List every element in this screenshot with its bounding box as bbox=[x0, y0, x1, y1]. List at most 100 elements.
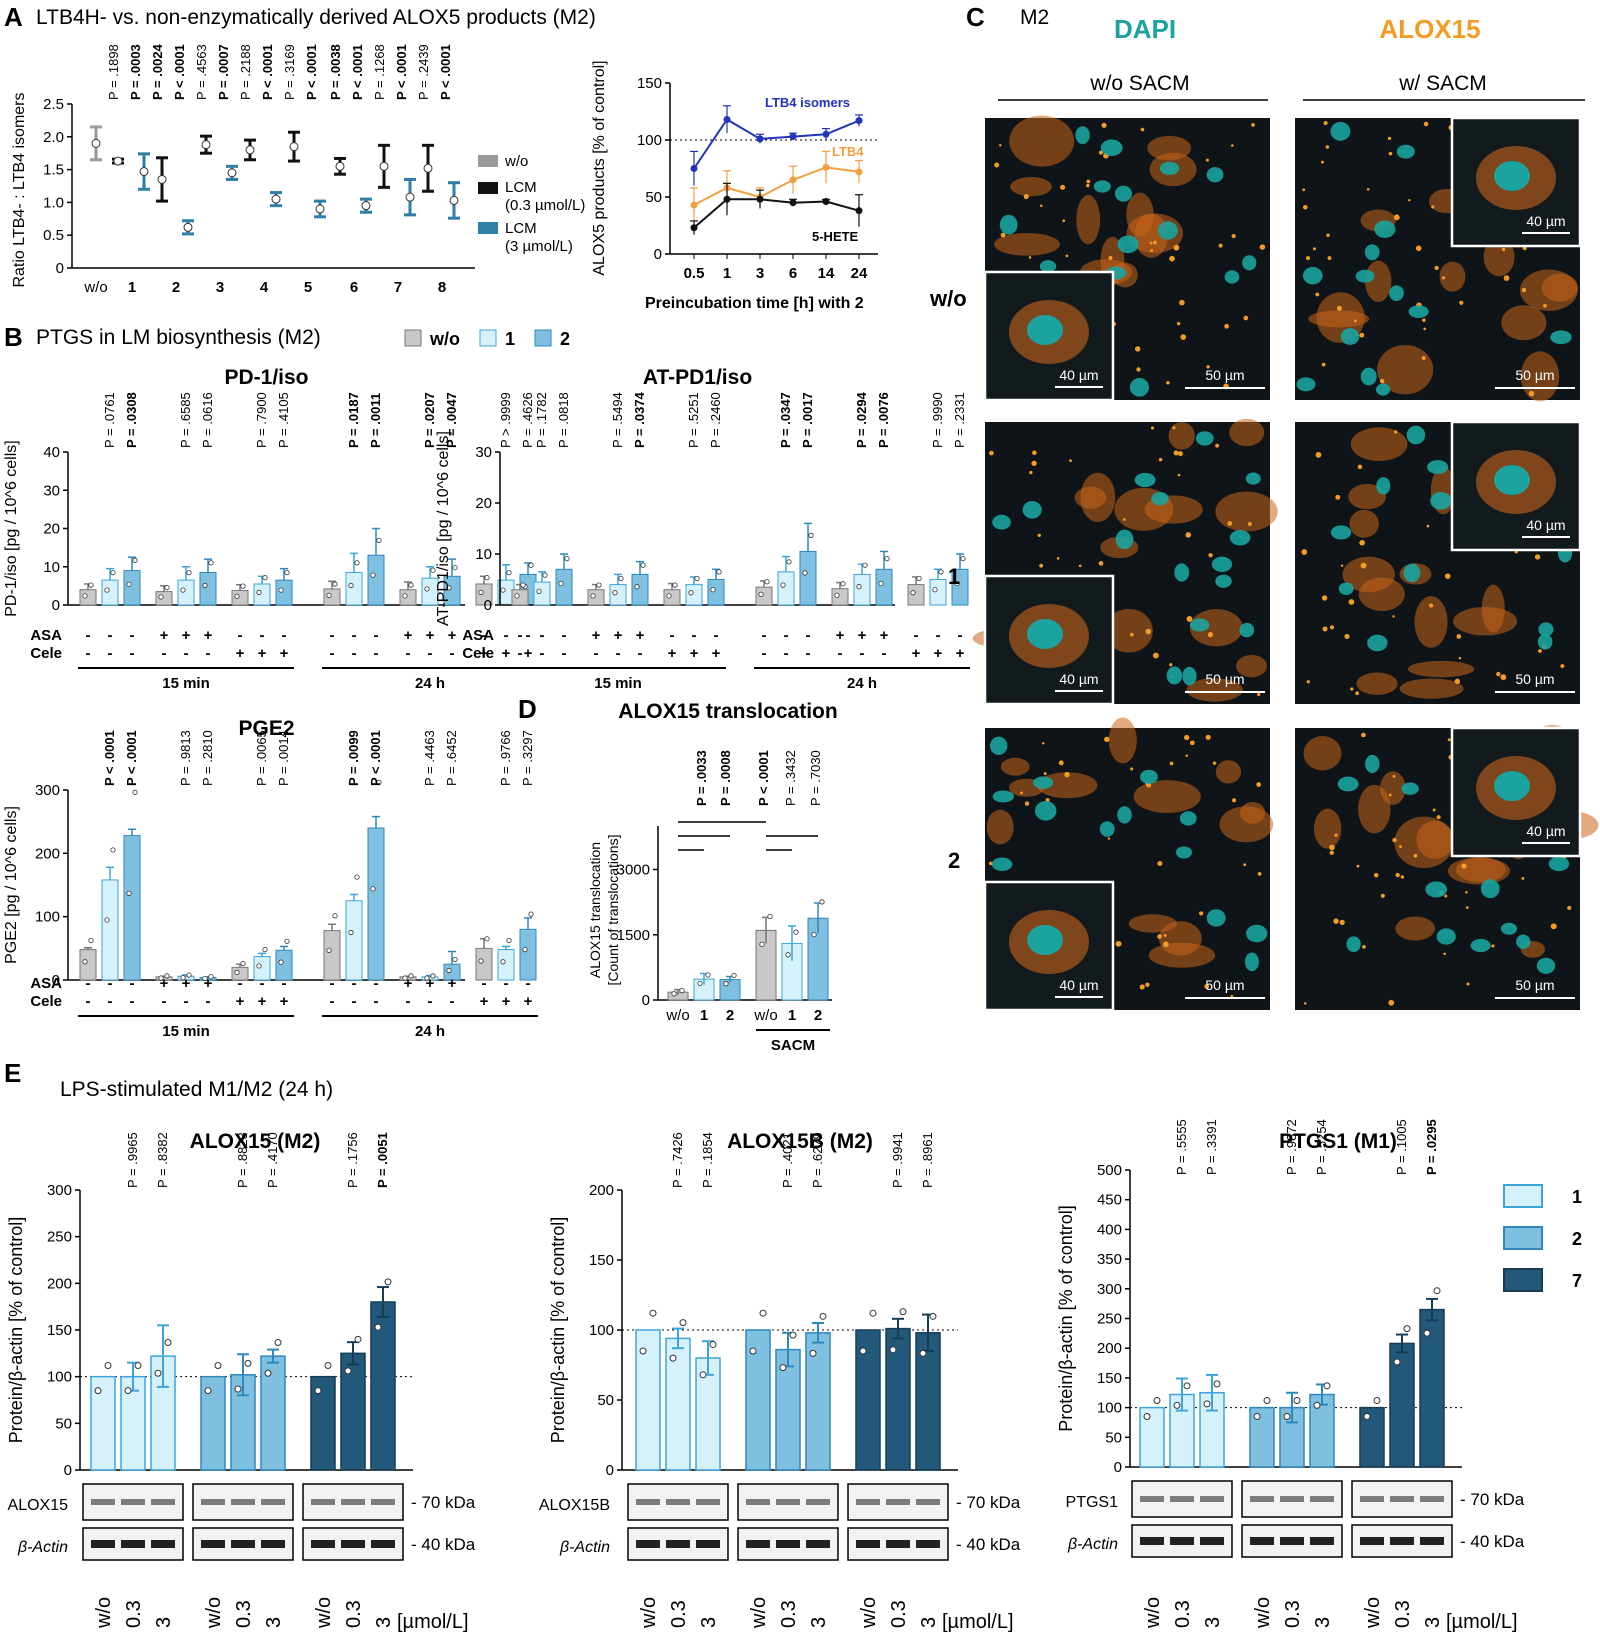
p-value: P = .0047 bbox=[444, 392, 459, 448]
bar bbox=[663, 589, 681, 606]
actin-band bbox=[1360, 1537, 1384, 1545]
dapi-nucleus bbox=[1436, 928, 1456, 945]
data-point bbox=[618, 575, 624, 582]
asa-sign: - bbox=[238, 627, 243, 644]
dapi-nucleus bbox=[1330, 121, 1351, 141]
alox15-granule bbox=[988, 861, 993, 866]
data-point bbox=[408, 582, 414, 588]
alox15-granule bbox=[1354, 319, 1357, 323]
alox15-granule bbox=[1145, 628, 1152, 635]
alox15-granule bbox=[1379, 378, 1385, 384]
dapi-nucleus bbox=[992, 790, 1014, 803]
dapi-nucleus bbox=[1129, 378, 1149, 397]
blot-band bbox=[341, 1499, 365, 1505]
data-point bbox=[786, 559, 792, 565]
bar bbox=[855, 1329, 881, 1471]
panel-a-time-chart: 0 50 100 150 ALOX5 products [% of control] 0.… bbox=[591, 60, 878, 312]
data-point bbox=[110, 847, 116, 853]
inset-scale-label: 40 µm bbox=[1526, 517, 1565, 533]
alox15-granule bbox=[1423, 121, 1429, 127]
data-point bbox=[528, 911, 534, 917]
data-point bbox=[202, 582, 208, 589]
inset-scale-label: 40 µm bbox=[1059, 367, 1098, 383]
alox15-granule bbox=[1065, 254, 1069, 258]
dapi-nucleus bbox=[1538, 622, 1554, 637]
y-tick-label: 20 bbox=[475, 495, 492, 512]
data-point bbox=[424, 586, 430, 592]
data-point bbox=[514, 593, 520, 599]
dapi-nucleus bbox=[1206, 909, 1226, 927]
actin-band bbox=[231, 1540, 255, 1548]
microscopy-grid: 40 µm 50 µm 40 µm 50 µm 40 µm 50 µm 40 µm 50 µm… bbox=[972, 115, 1599, 1012]
alox15-granule bbox=[1140, 127, 1145, 132]
bar bbox=[260, 1355, 286, 1471]
alox15-granule bbox=[1321, 160, 1324, 164]
alox15-granule bbox=[1042, 741, 1045, 745]
p-value: P = .7426 bbox=[670, 1132, 685, 1188]
cele-sign: - bbox=[594, 645, 599, 662]
cele-sign: - bbox=[86, 645, 91, 662]
dapi-nucleus bbox=[1376, 477, 1391, 495]
cele-sign: - bbox=[428, 993, 433, 1010]
scale-label: 50 µm bbox=[1515, 977, 1554, 993]
y-tick-label: 200 bbox=[1097, 1340, 1122, 1357]
y-tick-label: 2.5 bbox=[43, 96, 64, 113]
dapi-nucleus bbox=[1139, 769, 1158, 784]
alox15-granule bbox=[1521, 287, 1527, 293]
y-tick-label: 250 bbox=[47, 1229, 72, 1246]
dapi-nucleus bbox=[1114, 185, 1133, 202]
alox15-granule bbox=[1257, 872, 1262, 876]
asa-sign: - bbox=[352, 627, 357, 644]
data-point bbox=[808, 532, 814, 538]
panel-e-legend: 1 2 7 bbox=[1503, 1184, 1582, 1292]
asa-sign: + bbox=[880, 627, 889, 644]
y-tick-label: 200 bbox=[35, 845, 60, 862]
cele-sign: - bbox=[108, 993, 113, 1010]
alox15-granule bbox=[1444, 573, 1451, 579]
cele-sign: - bbox=[86, 993, 91, 1010]
alox15-signal bbox=[1455, 857, 1506, 883]
data-point bbox=[164, 584, 170, 591]
cele-sign: - bbox=[806, 645, 811, 662]
alox15-granule bbox=[1078, 564, 1082, 568]
series-point bbox=[690, 165, 698, 172]
asa-sign: + bbox=[182, 627, 191, 644]
dapi-nucleus bbox=[1245, 472, 1261, 485]
alox15-granule bbox=[1360, 562, 1367, 569]
alox15-granule bbox=[1388, 793, 1392, 797]
data-point bbox=[612, 590, 618, 596]
data-point bbox=[520, 582, 526, 588]
alox15-granule bbox=[1436, 815, 1441, 820]
data-point bbox=[332, 581, 338, 587]
scale-label: 50 µm bbox=[1515, 671, 1554, 687]
mean-point bbox=[289, 142, 299, 152]
asa-label: ASA bbox=[30, 627, 62, 644]
data-point bbox=[731, 972, 737, 979]
alox15-granule bbox=[1543, 303, 1547, 308]
dapi-nucleus bbox=[991, 857, 1013, 872]
data-point bbox=[278, 959, 284, 965]
bar bbox=[685, 584, 703, 606]
data-point bbox=[910, 590, 916, 596]
y-tick-label: 3000 bbox=[617, 862, 650, 879]
alox15-granule bbox=[1184, 734, 1190, 741]
alox15-granule bbox=[1362, 945, 1366, 949]
alox15-granule bbox=[999, 144, 1002, 147]
blot-label: ALOX15B bbox=[539, 1497, 610, 1514]
bar bbox=[707, 579, 725, 606]
y-axis-label: Ratio LTB4- : LTB4 isomers bbox=[11, 92, 28, 287]
asa-sign: + bbox=[592, 627, 601, 644]
alox15-granule bbox=[1302, 204, 1308, 210]
panel-e-alox15b-chart: 0 50 100 150 200 Protein/β-actin [% of contro… bbox=[539, 1130, 1021, 1633]
alox15-signal bbox=[1303, 736, 1342, 771]
alox15-granule bbox=[1108, 255, 1113, 260]
data-point bbox=[1393, 1358, 1401, 1366]
y-tick-label: 10 bbox=[475, 546, 492, 563]
dose-label: 0.3 bbox=[1282, 1600, 1304, 1628]
series-point bbox=[756, 135, 764, 143]
dapi-nucleus bbox=[1032, 776, 1054, 789]
asa-sign: - bbox=[518, 627, 523, 644]
alox15-granule bbox=[1491, 944, 1495, 948]
data-point bbox=[500, 959, 506, 965]
